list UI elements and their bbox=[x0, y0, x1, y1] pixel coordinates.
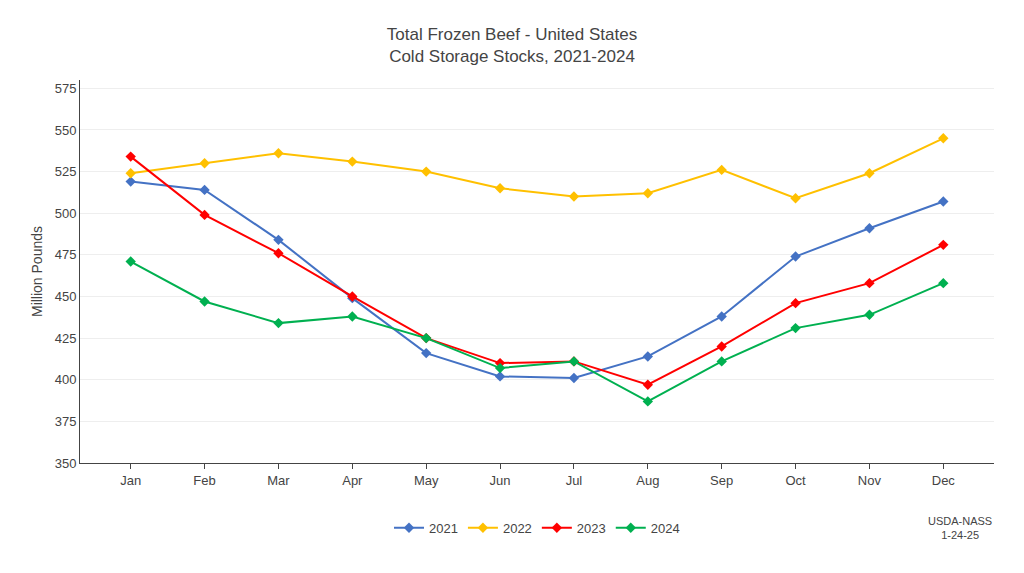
svg-text:Million Pounds: Million Pounds bbox=[29, 226, 45, 317]
svg-text:May: May bbox=[414, 473, 439, 488]
svg-text:425: 425 bbox=[55, 331, 77, 346]
svg-text:500: 500 bbox=[55, 206, 77, 221]
svg-text:Jun: Jun bbox=[490, 473, 511, 488]
svg-text:Sep: Sep bbox=[710, 473, 733, 488]
svg-text:400: 400 bbox=[55, 372, 77, 387]
svg-text:Total Frozen Beef - United Sta: Total Frozen Beef - United StatesCold St… bbox=[387, 25, 637, 66]
svg-text:550: 550 bbox=[55, 123, 77, 138]
svg-text:375: 375 bbox=[55, 414, 77, 429]
svg-text:Dec: Dec bbox=[932, 473, 956, 488]
svg-text:450: 450 bbox=[55, 289, 77, 304]
svg-text:350: 350 bbox=[55, 456, 77, 471]
svg-text:2022: 2022 bbox=[503, 521, 532, 536]
svg-text:575: 575 bbox=[55, 81, 77, 96]
svg-text:Aug: Aug bbox=[636, 473, 659, 488]
svg-text:2024: 2024 bbox=[651, 521, 680, 536]
svg-text:Feb: Feb bbox=[193, 473, 215, 488]
svg-text:Oct: Oct bbox=[785, 473, 806, 488]
svg-text:2021: 2021 bbox=[429, 521, 458, 536]
svg-text:Jul: Jul bbox=[566, 473, 583, 488]
svg-text:USDA-NASS1-24-25: USDA-NASS1-24-25 bbox=[928, 515, 992, 541]
svg-text:525: 525 bbox=[55, 164, 77, 179]
svg-text:475: 475 bbox=[55, 247, 77, 262]
svg-text:Jan: Jan bbox=[120, 473, 141, 488]
svg-text:Apr: Apr bbox=[342, 473, 363, 488]
svg-text:Mar: Mar bbox=[267, 473, 290, 488]
svg-text:Nov: Nov bbox=[858, 473, 882, 488]
svg-text:2023: 2023 bbox=[577, 521, 606, 536]
